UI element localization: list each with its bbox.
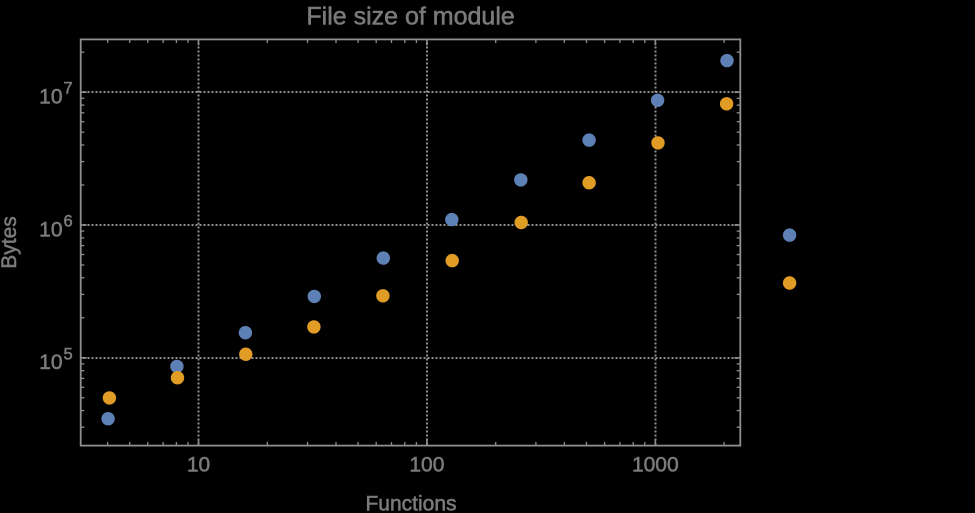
svg-text:10: 10 xyxy=(39,218,62,241)
svg-text:10: 10 xyxy=(39,351,62,374)
svg-text:Functions: Functions xyxy=(365,493,456,513)
svg-text:100: 100 xyxy=(409,454,444,477)
svg-text:6: 6 xyxy=(64,213,73,231)
svg-text:5: 5 xyxy=(64,345,73,363)
svg-text:Bytes: Bytes xyxy=(0,216,21,269)
svg-text:10: 10 xyxy=(39,86,62,109)
svg-text:File size of module: File size of module xyxy=(306,3,514,31)
svg-text:10: 10 xyxy=(187,454,210,477)
svg-text:1000: 1000 xyxy=(632,454,679,477)
svg-text:7: 7 xyxy=(64,80,73,98)
